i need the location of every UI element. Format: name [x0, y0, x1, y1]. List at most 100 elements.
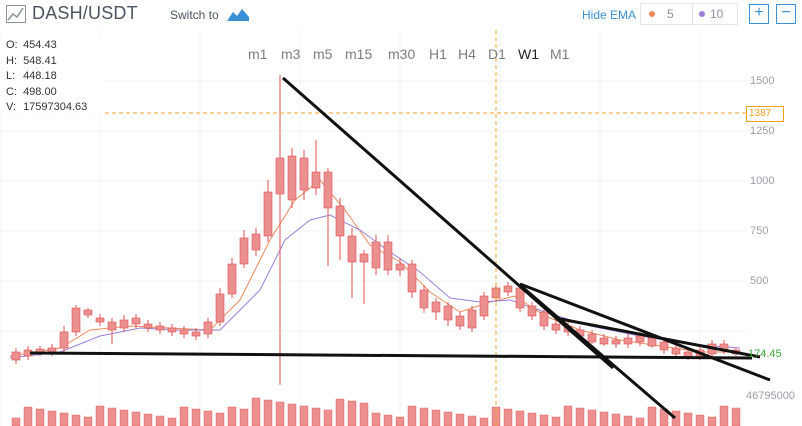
volume-bar	[407, 405, 417, 426]
candle-down	[203, 321, 213, 335]
last-price-label: 174.45	[748, 348, 782, 360]
candlestick-chart[interactable]	[0, 30, 802, 426]
ohlc-open: O: 454.43	[6, 39, 57, 51]
switch-to-label: Switch to	[170, 8, 219, 22]
interval-m5[interactable]: m5	[313, 46, 333, 62]
volume-bar	[203, 410, 213, 426]
interval-h4[interactable]: H4	[458, 46, 476, 62]
volume-bar	[59, 412, 69, 426]
interval-h1[interactable]: H1	[429, 46, 447, 62]
volume-bar	[551, 416, 561, 426]
candle-down	[551, 323, 561, 331]
candle-down	[227, 263, 237, 295]
candle-down	[95, 317, 105, 323]
zoom-out-button[interactable]: −	[776, 4, 796, 24]
volume-bar	[335, 398, 345, 426]
trend-line-5	[554, 316, 761, 359]
trend-line-4	[29, 351, 753, 360]
volume-bar	[23, 406, 33, 426]
volume-bar	[575, 407, 585, 426]
ema-slow-input[interactable]: 10	[692, 3, 738, 25]
interval-m1[interactable]: m1	[248, 46, 268, 62]
volume-bar	[287, 403, 297, 426]
candle-down	[647, 337, 657, 347]
ema-slow-dot	[699, 11, 705, 17]
ema-slow-value: 10	[710, 7, 724, 21]
candle-down	[599, 337, 609, 345]
candle-down	[155, 325, 165, 331]
y-tick: 1250	[750, 125, 775, 137]
mountain-chart-icon[interactable]	[227, 7, 249, 21]
trend-lines	[29, 76, 771, 420]
candle-down	[59, 331, 69, 349]
volume-bars	[11, 397, 741, 426]
ema-fast-value: 5	[667, 7, 674, 21]
volume-bar	[563, 405, 573, 426]
volume-bar	[347, 400, 357, 426]
chart-type-icon[interactable]	[6, 5, 26, 23]
hide-ema-button[interactable]: Hide EMA	[582, 8, 637, 22]
interval-w1[interactable]: W1	[518, 46, 539, 62]
ema-fast-input[interactable]: 5	[640, 3, 694, 25]
candle-down	[347, 235, 357, 263]
volume-bar	[647, 406, 657, 426]
volume-bar	[107, 407, 117, 426]
candle-down	[275, 157, 285, 195]
volume-bar	[275, 401, 285, 426]
candle-down	[587, 333, 597, 343]
candle-down	[671, 347, 681, 355]
volume-bar	[239, 408, 249, 426]
ohlc-open-value: 454.43	[23, 39, 57, 51]
pair-title: DASH/USDT	[32, 3, 138, 23]
volume-bar	[731, 407, 741, 426]
volume-bar	[431, 409, 441, 426]
candle-down	[443, 305, 453, 321]
volume-bar	[479, 417, 489, 426]
volume-bar	[95, 405, 105, 426]
interval-m1[interactable]: M1	[550, 46, 570, 62]
candle-down	[215, 293, 225, 323]
candle-down	[395, 263, 405, 271]
candle-down	[179, 329, 189, 335]
volume-bar	[11, 417, 21, 426]
volume-bar	[395, 416, 405, 426]
volume-bar	[671, 410, 681, 426]
candle-down	[167, 327, 177, 333]
volume-bar	[419, 407, 429, 426]
ohlc-low-value: 448.18	[23, 70, 57, 82]
ema-slow-line	[9, 214, 741, 359]
candle-down	[455, 315, 465, 327]
candle-down	[143, 323, 153, 329]
volume-bar	[587, 409, 597, 426]
crosshair-price-label: 1387	[746, 106, 784, 122]
volume-bar	[371, 412, 381, 426]
candle-down	[119, 319, 129, 329]
volume-bar	[131, 411, 141, 426]
zoom-in-button[interactable]: +	[749, 4, 769, 24]
volume-bar	[455, 413, 465, 426]
trend-line-3	[519, 282, 771, 382]
volume-bar	[683, 412, 693, 426]
volume-bar	[599, 411, 609, 426]
candle-down	[191, 331, 201, 337]
candle-down	[635, 335, 645, 343]
volume-bar	[251, 397, 261, 426]
candle-down	[515, 287, 525, 309]
candle-down	[611, 339, 621, 345]
ema-fast-dot	[649, 11, 655, 17]
volume-bar	[35, 408, 45, 426]
volume-bar	[503, 408, 513, 426]
candle-down	[383, 241, 393, 271]
interval-m3[interactable]: m3	[281, 46, 301, 62]
candle-down	[263, 191, 273, 237]
interval-m30[interactable]: m30	[388, 46, 416, 62]
ohlc-high-value: 548.41	[23, 54, 57, 67]
y-tick: 500	[750, 275, 769, 287]
ohlc-volume-value: 17597304.63	[23, 101, 88, 113]
volume-bar	[299, 405, 309, 426]
interval-m15[interactable]: m15	[345, 46, 373, 62]
interval-d1[interactable]: D1	[488, 46, 506, 62]
candle-down	[419, 289, 429, 309]
volume-bar	[707, 416, 717, 426]
ohlc-high: H: 548.41	[6, 54, 57, 67]
